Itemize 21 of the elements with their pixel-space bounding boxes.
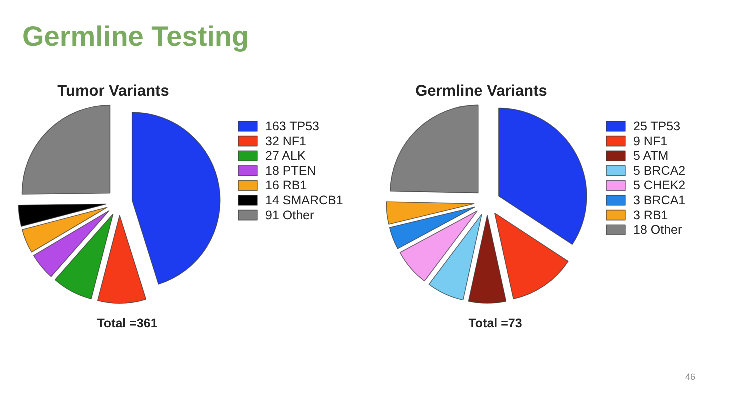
legend-label: 3 RB1 (634, 208, 668, 222)
text: Total =73 (468, 316, 522, 330)
legend-label: 18 Other (634, 223, 682, 238)
legend-label: 32 NF1 (266, 134, 307, 148)
legend-label: 3 BRCA1 (634, 194, 686, 208)
legend-label: 16 RB1 (266, 178, 308, 193)
text: Germline Testing (22, 21, 250, 52)
legend-label: 5 ATM (634, 149, 669, 164)
legend-label: 5 BRCA2 (634, 164, 686, 178)
chart-title: Germline Variants (416, 83, 548, 100)
text: 46 (685, 372, 696, 382)
legend-label: 27 ALK (266, 149, 306, 164)
legend-label: 14 SMARCB1 (266, 194, 344, 208)
legend-label: 9 NF1 (634, 134, 668, 148)
chart-title: Tumor Variants (58, 83, 170, 100)
legend-label: 18 PTEN (266, 164, 316, 178)
text: Total =361 (97, 316, 158, 330)
legend-label: 5 CHEK2 (634, 178, 686, 193)
legend-label: 91 Other (266, 208, 314, 222)
legend-label: 25 TP53 (634, 120, 681, 134)
legend-label: 163 TP53 (266, 120, 320, 134)
